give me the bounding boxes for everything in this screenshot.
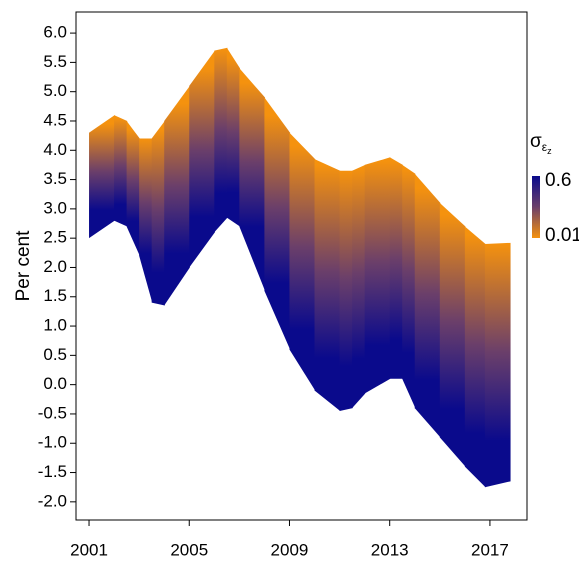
y-tick-label: -1.5: [38, 462, 67, 481]
band-slice: [339, 170, 353, 412]
legend-min: 0.01: [545, 225, 579, 246]
y-tick-label: 6.0: [43, 23, 67, 42]
legend-subsub: z: [547, 146, 552, 156]
band-slice: [151, 120, 165, 306]
band-slice: [414, 173, 441, 438]
band-slice: [364, 157, 391, 394]
y-tick-label: 5.0: [43, 81, 67, 100]
band-slice: [389, 157, 403, 379]
y-tick-label: 1.0: [43, 316, 67, 335]
y-tick-label: 2.5: [43, 228, 67, 247]
band-slice: [314, 159, 341, 412]
x-tick-label: 2001: [70, 540, 108, 559]
y-tick-label: 4.0: [43, 140, 67, 159]
band-slice: [289, 132, 316, 391]
y-tick-label: 3.0: [43, 198, 67, 217]
y-tick-label: -1.0: [38, 433, 67, 452]
legend-sub: ε: [542, 140, 548, 154]
y-axis-label: Per cent: [13, 230, 34, 301]
legend-max: 0.6: [545, 170, 571, 191]
band-slice: [239, 68, 266, 291]
colorbar: [532, 176, 540, 238]
band-slice: [226, 47, 240, 227]
x-tick-label: 2005: [170, 540, 208, 559]
band-slice: [214, 47, 228, 233]
y-tick-label: 0.5: [43, 345, 67, 364]
x-tick-label: 2017: [471, 540, 509, 559]
band-slice: [484, 242, 511, 488]
y-tick-label: 5.5: [43, 52, 67, 71]
y-tick-label: 2.0: [43, 257, 67, 276]
legend-title: σεz: [530, 131, 552, 156]
legend-symbol: σ: [530, 131, 542, 152]
band-slice: [264, 97, 291, 350]
y-tick-label: 4.5: [43, 110, 67, 129]
band-slice: [164, 85, 190, 306]
band-slice: [189, 50, 215, 268]
x-tick-label: 2013: [371, 540, 409, 559]
band-slice: [126, 120, 140, 256]
band-slice: [139, 138, 153, 303]
plot-frame: [75, 11, 528, 521]
band-slice: [464, 226, 486, 488]
x-tick-label: 2009: [271, 540, 309, 559]
y-tick-label: -2.0: [38, 491, 67, 510]
y-tick-label: -0.5: [38, 403, 67, 422]
y-tick-label: 0.0: [43, 374, 67, 393]
band-slice: [352, 164, 366, 409]
y-tick-label: 1.5: [43, 286, 67, 305]
band-slice: [402, 164, 416, 409]
band-slice: [114, 115, 128, 227]
band-slice: [89, 115, 115, 239]
y-tick-label: 3.5: [43, 169, 67, 188]
band-slice: [439, 203, 466, 467]
